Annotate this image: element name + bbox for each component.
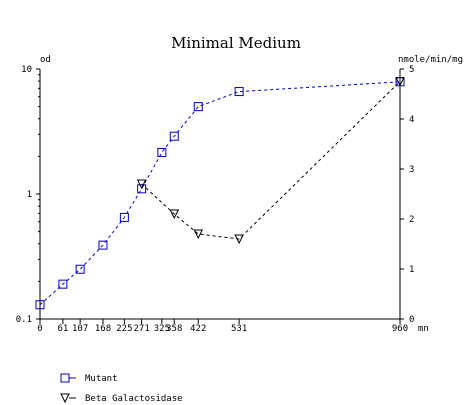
x-tick-label: 422 xyxy=(190,324,206,334)
y-left-tick-label: 1 xyxy=(27,190,32,200)
x-tick-label: 0 xyxy=(37,324,42,334)
data-point-beta-galactosidase xyxy=(395,77,405,87)
x-tick-label: 358 xyxy=(166,324,182,334)
x-tick-label: 225 xyxy=(116,324,132,334)
data-point-mutant xyxy=(58,279,68,289)
y-right-tick-label: 5 xyxy=(409,65,414,75)
legend-square-marker xyxy=(60,373,70,383)
data-point-mutant xyxy=(98,240,108,250)
data-point-mutant xyxy=(137,184,147,194)
x-tick-label: 271 xyxy=(133,324,149,334)
y-left-tick-label: 0.1 xyxy=(16,315,32,325)
series-line-1 xyxy=(141,81,401,240)
legend-label-mutant: Mutant xyxy=(85,374,118,384)
data-point-mutant xyxy=(75,264,85,274)
x-tick-label: 107 xyxy=(72,324,88,334)
y-axis-left-label: od xyxy=(40,55,51,65)
y-right-tick-label: 3 xyxy=(409,165,414,175)
markers xyxy=(35,77,405,310)
x-tick-label: 531 xyxy=(231,324,247,334)
legend: Mutant Beta Galactosidase xyxy=(60,373,183,404)
x-tick-label: 168 xyxy=(95,324,111,334)
y-right-tick-label: 4 xyxy=(409,115,414,125)
x-tick-label: 960 xyxy=(392,324,408,334)
axes xyxy=(39,69,401,320)
series-line-0 xyxy=(39,81,401,306)
data-point-mutant xyxy=(35,300,45,310)
y-left-tick-label: 10 xyxy=(21,65,32,75)
legend-label-beta-galactosidase: Beta Galactosidase xyxy=(85,394,183,404)
legend-triangle-marker xyxy=(60,393,70,404)
data-point-beta-galactosidase xyxy=(136,179,147,190)
data-point-mutant xyxy=(234,87,244,97)
y-right-tick-label: 1 xyxy=(409,265,414,275)
legend-item-beta-galactosidase: Beta Galactosidase xyxy=(60,393,183,404)
legend-item-mutant: Mutant xyxy=(60,373,118,384)
chart-title: Minimal Medium xyxy=(171,34,301,52)
data-point-beta-galactosidase xyxy=(193,229,204,240)
data-point-beta-galactosidase xyxy=(169,209,180,220)
x-tick-label: 61 xyxy=(57,324,68,334)
y-right-tick-label: 2 xyxy=(409,215,414,225)
data-point-mutant xyxy=(119,212,129,222)
x-tick-label: 325 xyxy=(154,324,170,334)
y-right-tick-label: 0 xyxy=(409,315,414,325)
data-point-mutant xyxy=(157,147,167,157)
series-lines xyxy=(39,81,401,306)
data-point-mutant xyxy=(193,102,203,112)
x-axis-label: mn xyxy=(418,324,429,334)
y-axis-right-label: nmole/min/mg xyxy=(398,55,463,65)
data-point-beta-galactosidase xyxy=(234,234,244,245)
data-point-mutant xyxy=(169,131,179,141)
